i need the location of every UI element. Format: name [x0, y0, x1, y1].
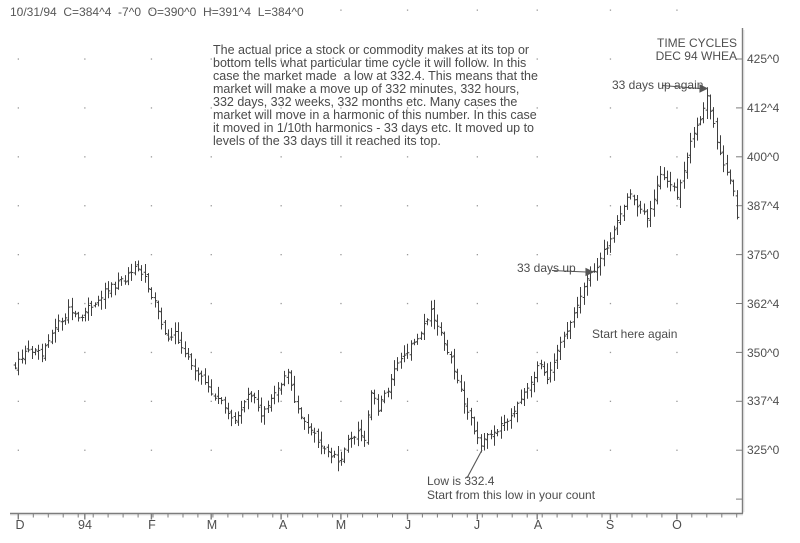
- note-line: bottom tells what particular time cycle …: [213, 56, 527, 70]
- annotation-low-label: Low is 332.4: [427, 474, 495, 488]
- month-label: M: [335, 518, 347, 532]
- y-axis-label: 400^0: [747, 150, 780, 164]
- y-axis-label: 387^4: [747, 199, 780, 213]
- annotation-33-days-up: 33 days up: [517, 261, 576, 275]
- note-line: The actual price a stock or commodity ma…: [213, 43, 530, 57]
- y-axis-label: 325^0: [747, 443, 780, 457]
- annotation-33-days-up-again: 33 days up again: [612, 78, 704, 92]
- y-axis-label: 412^4: [747, 101, 780, 115]
- month-label: S: [605, 518, 615, 532]
- month-label: A: [278, 518, 288, 532]
- month-label: 94: [78, 518, 92, 532]
- note-line: levels of the 33 days till it reached it…: [213, 134, 441, 148]
- month-label: A: [533, 518, 543, 532]
- note-line: 332 days, 332 weeks, 332 months etc. Man…: [213, 95, 518, 109]
- contract-label: DEC 94 WHEA: [655, 49, 737, 63]
- note-line: it moved in 1/10th harmonics - 33 days e…: [213, 121, 534, 135]
- status-quote-line: 10/31/94 C=384^4 -7^0 O=390^0 H=391^4 L=…: [10, 5, 304, 19]
- note-line: case the market made a low at 332.4. Thi…: [213, 69, 538, 83]
- annotation-count-label: Start from this low in your count: [427, 488, 596, 502]
- month-label: J: [473, 518, 481, 532]
- month-label: J: [404, 518, 412, 532]
- y-axis-label: 425^0: [747, 52, 780, 66]
- note-line: market will make a move up of 332 minute…: [213, 82, 520, 96]
- month-label: F: [148, 518, 156, 532]
- y-axis-label: 350^0: [747, 346, 780, 360]
- month-label: M: [206, 518, 218, 532]
- y-axis-label: 362^4: [747, 297, 780, 311]
- y-axis-label: 337^4: [747, 394, 780, 408]
- annotation-start-here-again: Start here again: [592, 327, 678, 341]
- y-axis-label: 375^0: [747, 248, 780, 262]
- note-line: market will move in a harmonic of this n…: [213, 108, 537, 122]
- chart-title: TIME CYCLES: [656, 36, 737, 50]
- month-label: O: [672, 518, 682, 532]
- month-label: D: [15, 518, 25, 532]
